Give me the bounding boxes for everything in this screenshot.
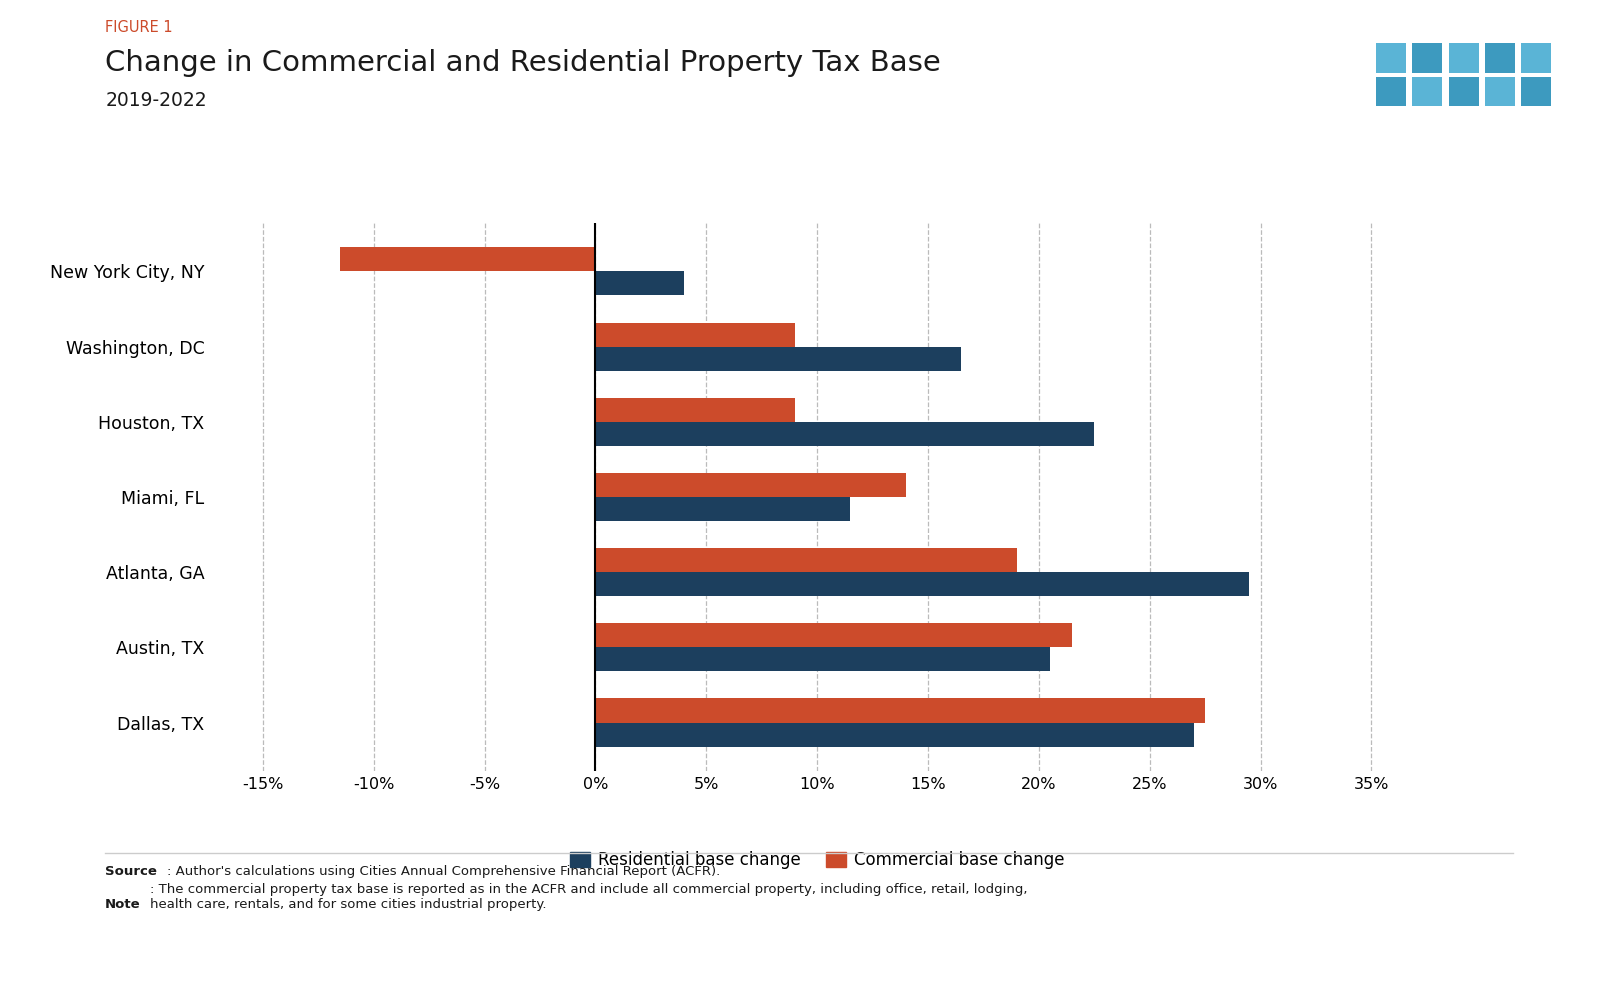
Bar [595, 548, 1016, 573]
Bar [1375, 44, 1406, 73]
Bar [595, 271, 684, 296]
Text: Note: Note [105, 898, 141, 911]
Bar [595, 623, 1073, 648]
Text: : Author's calculations using Cities Annual Comprehensive Financial Report (ACFR: : Author's calculations using Cities Ann… [167, 865, 720, 878]
Text: FIGURE 1: FIGURE 1 [105, 20, 173, 35]
Bar [1485, 77, 1514, 106]
Bar [1448, 44, 1479, 73]
Bar [595, 496, 851, 521]
Bar [1485, 44, 1514, 73]
Text: TPC: TPC [1422, 133, 1506, 171]
Bar [1413, 44, 1442, 73]
Bar [595, 346, 961, 371]
Bar [595, 473, 906, 496]
Bar [1448, 77, 1479, 106]
Text: Change in Commercial and Residential Property Tax Base: Change in Commercial and Residential Pro… [105, 49, 942, 77]
Bar [1375, 77, 1406, 106]
Text: 2019-2022: 2019-2022 [105, 91, 207, 110]
Bar [1521, 77, 1552, 106]
Bar [595, 648, 1050, 672]
Bar [340, 247, 595, 271]
Bar [595, 698, 1205, 723]
Bar [595, 398, 794, 421]
Bar [595, 723, 1194, 747]
Bar [595, 573, 1249, 596]
Bar [1521, 44, 1552, 73]
Text: : The commercial property tax base is reported as in the ACFR and include all co: : The commercial property tax base is re… [150, 883, 1027, 911]
Bar [595, 421, 1094, 446]
Bar [595, 322, 794, 346]
Text: Source: Source [105, 865, 157, 878]
Bar [1413, 77, 1442, 106]
Legend: Residential base change, Commercial base change: Residential base change, Commercial base… [570, 852, 1065, 869]
